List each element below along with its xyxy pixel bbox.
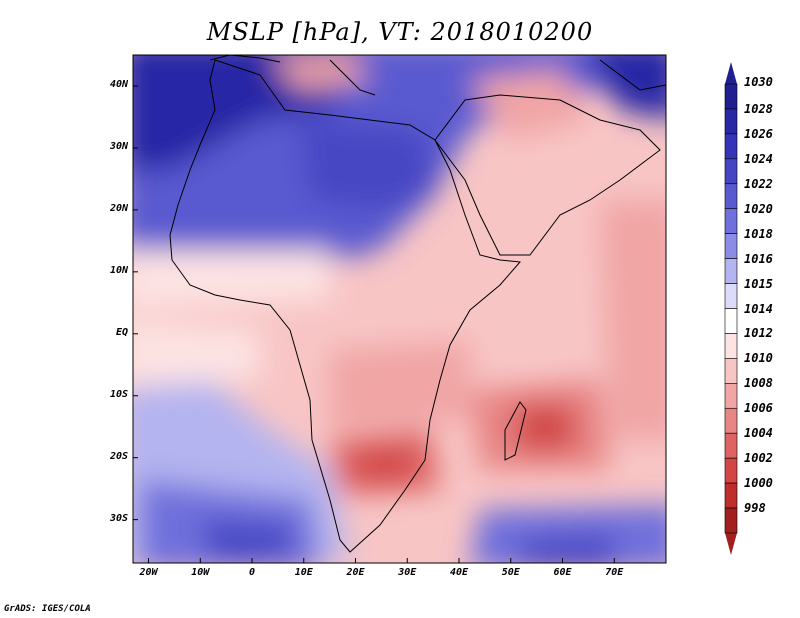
lon-tick-label: 70E (605, 567, 624, 578)
grads-credit: GrADS: IGES/COLA (4, 604, 91, 614)
lon-tick-label: 40E (449, 567, 469, 578)
colorbar-swatch (724, 407, 738, 434)
italy-coastline (329, 59, 376, 96)
middle-east-low (470, 70, 590, 140)
colorbar-swatch (724, 432, 738, 459)
colorbar-swatch (724, 457, 738, 484)
lat-tick-label: 10N (109, 264, 128, 276)
indian-ocean-high-core (520, 535, 618, 563)
map-frame (132, 54, 667, 564)
lon-tick-label: 50E (501, 567, 520, 578)
lat-tick-label: 30N (109, 140, 128, 152)
colorbar-swatch (724, 383, 738, 409)
colorbar-level-label: 1020 (744, 201, 773, 216)
colorbar-level-label: 1010 (744, 351, 773, 366)
pressure-field (133, 55, 666, 563)
colorbar-swatch (724, 258, 738, 284)
sahara-high-core (300, 120, 440, 210)
lat-tick-label: 20S (109, 450, 128, 462)
madagascar-coastline (504, 401, 527, 461)
colorbar-swatch (724, 83, 738, 110)
colorbar-level-label: 1008 (744, 376, 773, 391)
madagascar-low-core (515, 405, 575, 450)
lat-tick-label: EQ (115, 326, 128, 338)
colorbar-swatch (724, 208, 738, 234)
map-title: MSLP [hPa], VT: 2018010200 (206, 18, 594, 46)
arabian-sea-trough (600, 200, 666, 440)
mediterranean-low (270, 55, 370, 90)
lat-tick-label: 20N (109, 202, 128, 214)
lon-tick-label: 0 (249, 567, 256, 578)
colorbar-level-label: 1030 (744, 75, 773, 89)
colorbar-level-label: 1004 (744, 426, 773, 441)
colorbar-level-label: 1006 (744, 401, 773, 416)
lon-tick-label: 30E (398, 567, 417, 578)
asia-high-core (588, 55, 666, 118)
colorbar-level-label: 1018 (744, 226, 773, 241)
colorbar-level-label: 1000 (744, 476, 773, 491)
colorbar-bottom-arrow (725, 533, 737, 555)
lon-tick-label: 10W (191, 567, 210, 578)
south-atlantic-high-core (200, 520, 290, 560)
colorbar-swatch (724, 283, 738, 309)
colorbar-swatch (724, 507, 738, 534)
lon-tick-label: 20E (346, 567, 365, 578)
iran-coastline (599, 59, 666, 91)
colorbar-top-arrow (725, 62, 737, 84)
colorbar-swatch (724, 158, 738, 185)
sahel-band (133, 250, 330, 310)
colorbar-swatch (724, 482, 738, 509)
coastlines (169, 55, 666, 553)
indian-ocean-high (471, 505, 666, 563)
colorbar-swatch (724, 358, 738, 384)
colorbar-level-label: 1015 (744, 276, 773, 291)
axis-ticks (133, 85, 615, 563)
colorbar-swatch (724, 333, 738, 359)
africa-coastline (169, 59, 522, 553)
colorbar-level-label: 1022 (744, 176, 773, 191)
colorbar-level-label: 998 (744, 501, 766, 516)
lat-tick-label: 10S (109, 388, 128, 400)
southern-africa-low-core (360, 450, 410, 480)
lon-tick-label: 60E (553, 567, 572, 578)
colorbar-swatch (724, 108, 738, 135)
arabia-coastline (434, 94, 661, 256)
lon-tick-label: 20W (139, 567, 158, 578)
colorbar-level-label: 1016 (744, 251, 773, 266)
central-africa-trough (330, 340, 470, 430)
colorbar-level-label: 1014 (744, 301, 773, 316)
lon-tick-label: 10E (294, 567, 313, 578)
pressure-blobs (133, 55, 666, 563)
lat-tick-label: 40N (109, 78, 128, 90)
colorbar-swatch (724, 183, 738, 210)
gulf-guinea-band (133, 320, 260, 385)
colorbar-level-label: 1024 (744, 151, 773, 166)
iberia-coastline (209, 55, 281, 63)
colorbar-level-label: 1026 (744, 126, 773, 141)
colorbar (724, 62, 738, 555)
colorbar-swatch (724, 133, 738, 160)
colorbar-level-label: 1028 (744, 101, 773, 116)
colorbar-level-label: 1002 (744, 451, 773, 466)
colorbar-level-label: 1012 (744, 326, 773, 341)
lat-tick-label: 30S (109, 512, 128, 524)
colorbar-swatch (724, 233, 738, 259)
colorbar-swatch (724, 308, 738, 334)
